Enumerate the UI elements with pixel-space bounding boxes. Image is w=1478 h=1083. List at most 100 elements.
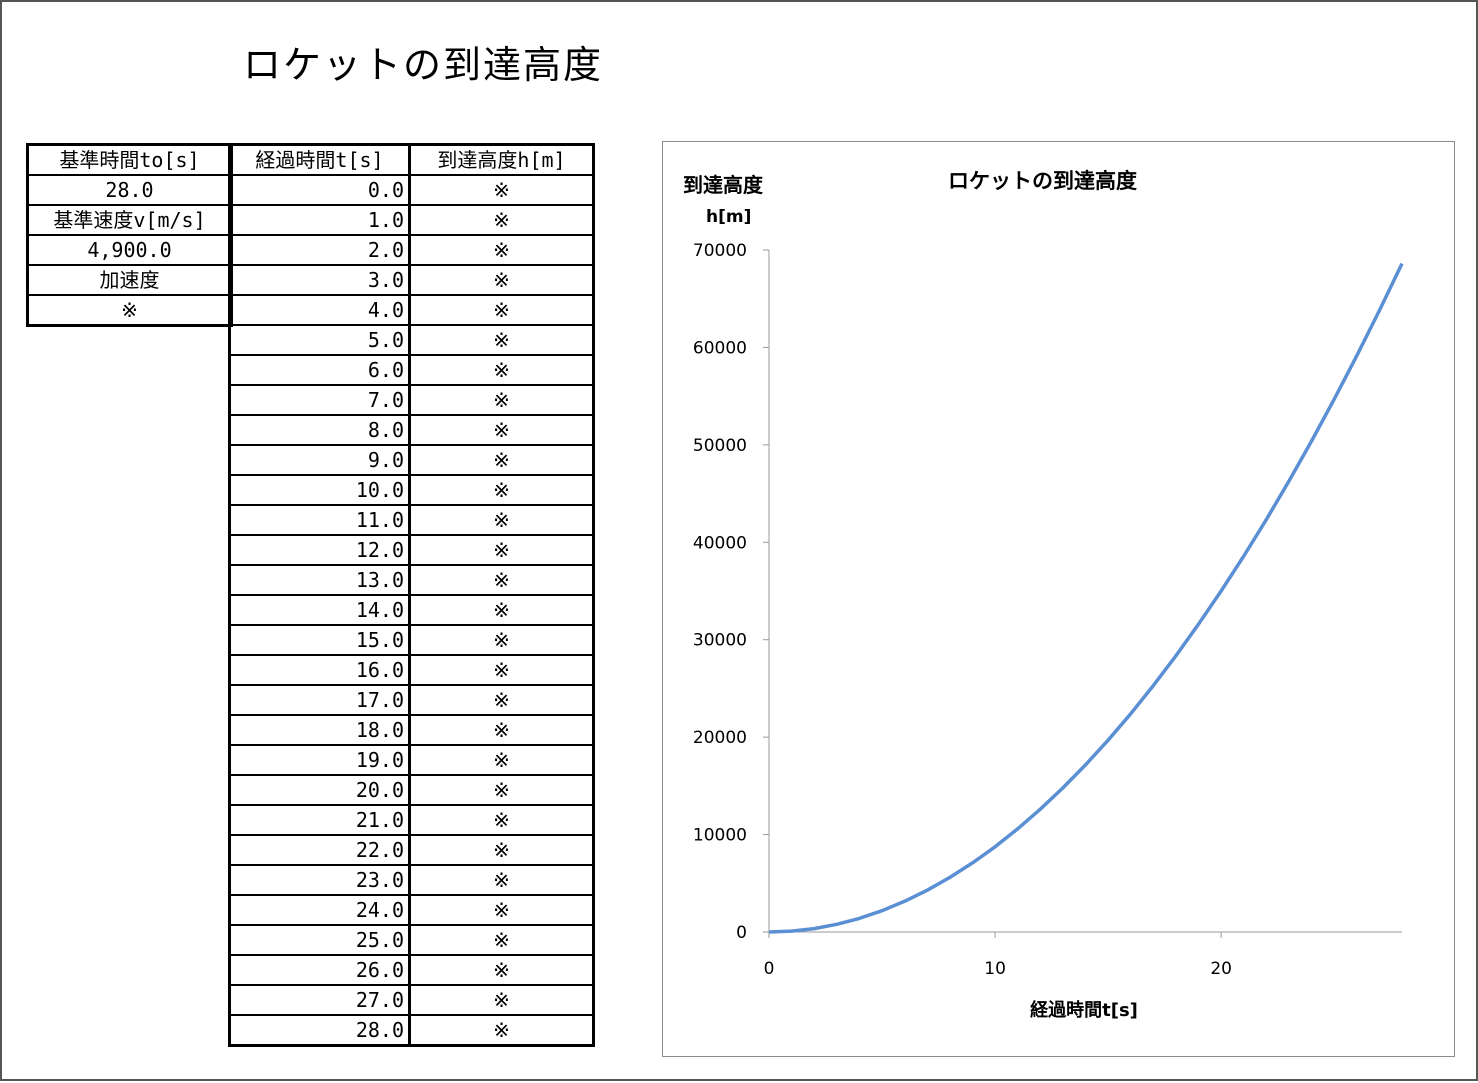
elapsed-time-cell[interactable]: 14.0 [228, 595, 411, 626]
elapsed-time-cell[interactable]: 12.0 [228, 535, 411, 566]
param-row: 加速度 [26, 265, 233, 296]
altitude-cell[interactable]: ※ [408, 325, 595, 356]
elapsed-time-cell[interactable]: 20.0 [228, 775, 411, 806]
y-tick-label: 10000 [693, 826, 747, 846]
table-row: 5.0 ※ [228, 325, 595, 356]
param-row: 28.0 [26, 175, 233, 206]
table-row: 14.0 ※ [228, 595, 595, 626]
y-axis-label: 到達高度 [683, 173, 764, 197]
x-tick-label: 0 [764, 959, 775, 979]
altitude-cell[interactable]: ※ [408, 925, 595, 956]
elapsed-time-cell[interactable]: 2.0 [228, 235, 411, 266]
table-row: 20.0 ※ [228, 775, 595, 806]
elapsed-time-cell[interactable]: 4.0 [228, 295, 411, 326]
altitude-cell[interactable]: ※ [408, 265, 595, 296]
elapsed-time-cell[interactable]: 13.0 [228, 565, 411, 596]
param-cell[interactable]: 基準速度v[m/s] [26, 205, 233, 236]
header-altitude[interactable]: 到達高度h[m] [408, 143, 595, 176]
param-cell[interactable]: 基準時間to[s] [26, 143, 233, 176]
table-row: 19.0 ※ [228, 745, 595, 776]
elapsed-time-cell[interactable]: 11.0 [228, 505, 411, 536]
elapsed-time-cell[interactable]: 25.0 [228, 925, 411, 956]
table-row: 26.0 ※ [228, 955, 595, 986]
altitude-cell[interactable]: ※ [408, 835, 595, 866]
elapsed-time-cell[interactable]: 27.0 [228, 985, 411, 1016]
table-row: 18.0 ※ [228, 715, 595, 746]
parameter-table: 基準時間to[s] 28.0 基準速度v[m/s] 4,900.0 加速度 ※ [26, 143, 233, 327]
altitude-cell[interactable]: ※ [408, 235, 595, 266]
altitude-cell[interactable]: ※ [408, 655, 595, 686]
elapsed-time-cell[interactable]: 0.0 [228, 175, 411, 206]
altitude-cell[interactable]: ※ [408, 595, 595, 626]
x-tick-label: 10 [984, 959, 1006, 979]
altitude-cell[interactable]: ※ [408, 445, 595, 476]
altitude-cell[interactable]: ※ [408, 865, 595, 896]
elapsed-time-cell[interactable]: 10.0 [228, 475, 411, 506]
altitude-cell[interactable]: ※ [408, 175, 595, 206]
table-row: 4.0 ※ [228, 295, 595, 326]
elapsed-time-cell[interactable]: 3.0 [228, 265, 411, 296]
param-cell[interactable]: 28.0 [26, 175, 233, 206]
altitude-cell[interactable]: ※ [408, 625, 595, 656]
altitude-cell[interactable]: ※ [408, 775, 595, 806]
chart-area[interactable]: ロケットの到達高度 到達高度 h[m] 経過時間t[s] 0 10000 20000 3000… [662, 141, 1455, 1057]
altitude-cell[interactable]: ※ [408, 295, 595, 326]
header-elapsed-time[interactable]: 経過時間t[s] [228, 143, 411, 176]
y-tick-label: 40000 [693, 533, 747, 553]
elapsed-time-cell[interactable]: 7.0 [228, 385, 411, 416]
elapsed-time-cell[interactable]: 28.0 [228, 1015, 411, 1047]
param-cell[interactable]: 加速度 [26, 265, 233, 296]
elapsed-time-cell[interactable]: 24.0 [228, 895, 411, 926]
param-row: 基準速度v[m/s] [26, 205, 233, 236]
altitude-cell[interactable]: ※ [408, 955, 595, 986]
param-row: 4,900.0 [26, 235, 233, 266]
elapsed-time-cell[interactable]: 5.0 [228, 325, 411, 356]
elapsed-time-cell[interactable]: 26.0 [228, 955, 411, 986]
chart-title: ロケットの到達高度 [948, 169, 1137, 193]
table-row: 6.0 ※ [228, 355, 595, 386]
elapsed-time-cell[interactable]: 21.0 [228, 805, 411, 836]
elapsed-time-cell[interactable]: 8.0 [228, 415, 411, 446]
elapsed-time-cell[interactable]: 9.0 [228, 445, 411, 476]
altitude-cell[interactable]: ※ [408, 355, 595, 386]
param-cell[interactable]: ※ [26, 295, 233, 327]
elapsed-time-cell[interactable]: 22.0 [228, 835, 411, 866]
table-row: 23.0 ※ [228, 865, 595, 896]
elapsed-time-cell[interactable]: 15.0 [228, 625, 411, 656]
altitude-cell[interactable]: ※ [408, 535, 595, 566]
table-row: 22.0 ※ [228, 835, 595, 866]
table-row: 9.0 ※ [228, 445, 595, 476]
elapsed-time-cell[interactable]: 16.0 [228, 655, 411, 686]
altitude-cell[interactable]: ※ [408, 475, 595, 506]
altitude-cell[interactable]: ※ [408, 895, 595, 926]
elapsed-time-cell[interactable]: 17.0 [228, 685, 411, 716]
table-row: 28.0 ※ [228, 1015, 595, 1047]
table-row: 21.0 ※ [228, 805, 595, 836]
altitude-cell[interactable]: ※ [408, 505, 595, 536]
elapsed-time-cell[interactable]: 19.0 [228, 745, 411, 776]
altitude-cell[interactable]: ※ [408, 415, 595, 446]
elapsed-time-cell[interactable]: 6.0 [228, 355, 411, 386]
y-tick-label: 0 [736, 923, 747, 943]
altitude-cell[interactable]: ※ [408, 565, 595, 596]
series-line [768, 262, 1404, 934]
param-cell[interactable]: 4,900.0 [26, 235, 233, 266]
altitude-cell[interactable]: ※ [408, 985, 595, 1016]
table-row: 10.0 ※ [228, 475, 595, 506]
altitude-cell[interactable]: ※ [408, 805, 595, 836]
altitude-cell[interactable]: ※ [408, 385, 595, 416]
altitude-cell[interactable]: ※ [408, 715, 595, 746]
table-row: 11.0 ※ [228, 505, 595, 536]
table-header-row: 経過時間t[s] 到達高度h[m] [228, 143, 595, 176]
altitude-cell[interactable]: ※ [408, 745, 595, 776]
altitude-cell[interactable]: ※ [408, 205, 595, 236]
table-row: 17.0 ※ [228, 685, 595, 716]
elapsed-time-cell[interactable]: 18.0 [228, 715, 411, 746]
altitude-cell[interactable]: ※ [408, 685, 595, 716]
elapsed-time-cell[interactable]: 23.0 [228, 865, 411, 896]
x-tick-label: 20 [1210, 959, 1232, 979]
page-title: ロケットの到達高度 [243, 43, 604, 87]
elapsed-time-cell[interactable]: 1.0 [228, 205, 411, 236]
altitude-cell[interactable]: ※ [408, 1015, 595, 1047]
